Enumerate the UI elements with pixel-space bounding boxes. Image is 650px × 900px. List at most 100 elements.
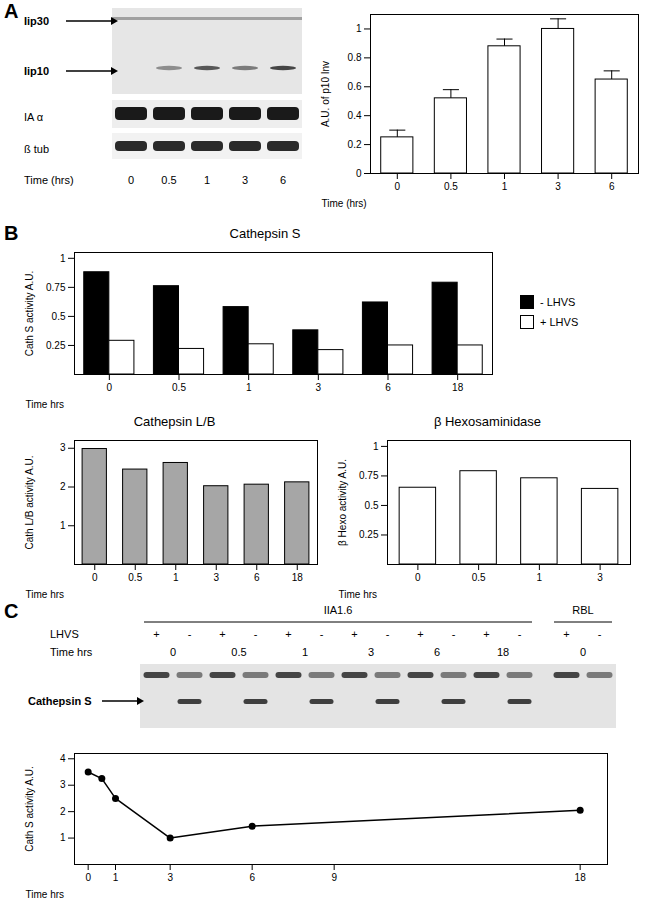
svg-text:0: 0 — [92, 572, 98, 583]
svg-text:1: 1 — [173, 572, 179, 583]
svg-text:-: - — [452, 628, 456, 640]
svg-text:0.4: 0.4 — [348, 110, 362, 121]
svg-text:+: + — [153, 628, 159, 640]
svg-text:1: 1 — [356, 23, 362, 34]
svg-text:Cath S activity A.U.: Cath S activity A.U. — [24, 271, 35, 357]
svg-text:+: + — [563, 628, 569, 640]
svg-text:IIA1.6: IIA1.6 — [324, 604, 353, 616]
svg-text:Cath L/B activity A.U.: Cath L/B activity A.U. — [24, 456, 35, 550]
svg-text:-: - — [254, 628, 258, 640]
svg-text:18: 18 — [452, 382, 464, 393]
html-text:A: A — [4, 0, 19, 22]
html-text:β Hexosaminidase: β Hexosaminidase — [433, 414, 542, 429]
svg-text:Time (hrs): Time (hrs) — [322, 198, 367, 209]
svg-text:0: 0 — [107, 382, 113, 393]
svg-text:0: 0 — [395, 181, 401, 192]
svg-text:3: 3 — [60, 442, 66, 453]
svg-text:Iip10: Iip10 — [24, 65, 49, 77]
svg-text:Time hrs: Time hrs — [50, 646, 93, 658]
svg-text:0.5: 0.5 — [472, 572, 486, 583]
svg-text:RBL: RBL — [572, 604, 593, 616]
svg-text:3: 3 — [60, 779, 66, 790]
svg-text:3: 3 — [213, 572, 219, 583]
svg-text:0: 0 — [356, 168, 362, 179]
svg-text:6: 6 — [385, 382, 391, 393]
svg-text:Cath S activity A.U.: Cath S activity A.U. — [24, 766, 35, 852]
svg-text:0: 0 — [85, 872, 91, 883]
svg-text:18: 18 — [575, 872, 587, 883]
html-text:B: B — [4, 222, 19, 244]
svg-text:1: 1 — [60, 832, 66, 843]
svg-text:6: 6 — [254, 572, 260, 583]
svg-text:1: 1 — [502, 181, 508, 192]
svg-text:ß tub: ß tub — [24, 143, 49, 155]
svg-text:0: 0 — [580, 646, 586, 658]
svg-text:Time hrs: Time hrs — [26, 589, 65, 600]
svg-text:6: 6 — [280, 174, 286, 186]
svg-text:0.5: 0.5 — [52, 311, 66, 322]
svg-text:0.5: 0.5 — [365, 500, 379, 511]
svg-text:+: + — [219, 628, 225, 640]
svg-text:A.U. of p10 Inv: A.U. of p10 Inv — [320, 61, 331, 127]
svg-text:3: 3 — [555, 181, 561, 192]
svg-text:Iip30: Iip30 — [24, 15, 49, 27]
svg-text:Time (hrs): Time (hrs) — [24, 174, 74, 186]
svg-text:0.75: 0.75 — [46, 282, 66, 293]
svg-text:0.5: 0.5 — [444, 181, 458, 192]
svg-text:3: 3 — [242, 174, 248, 186]
svg-text:3: 3 — [368, 646, 374, 658]
svg-text:0.75: 0.75 — [359, 470, 379, 481]
svg-text:-: - — [188, 628, 192, 640]
svg-text:3: 3 — [597, 572, 603, 583]
svg-text:1: 1 — [60, 253, 66, 264]
svg-text:0.5: 0.5 — [128, 572, 142, 583]
svg-text:-: - — [598, 628, 602, 640]
svg-text:1: 1 — [204, 174, 210, 186]
svg-text:0.5: 0.5 — [161, 174, 176, 186]
svg-text:0.8: 0.8 — [348, 52, 362, 63]
svg-text:+: + — [483, 628, 489, 640]
svg-text:Time hrs: Time hrs — [26, 889, 65, 900]
svg-text:-: - — [320, 628, 324, 640]
svg-text:Cathepsin S: Cathepsin S — [28, 695, 92, 707]
svg-text:3: 3 — [316, 382, 322, 393]
html-text:Cathepsin L/B: Cathepsin L/B — [133, 414, 216, 429]
svg-text:0: 0 — [128, 174, 134, 186]
svg-text:+: + — [417, 628, 423, 640]
svg-text:+: + — [285, 628, 291, 640]
svg-text:0.6: 0.6 — [348, 81, 362, 92]
svg-text:6: 6 — [609, 181, 615, 192]
svg-text:6: 6 — [434, 646, 440, 658]
svg-text:Time hrs: Time hrs — [26, 399, 65, 410]
html-text:C: C — [4, 600, 19, 622]
svg-text:-: - — [386, 628, 390, 640]
svg-text:0.25: 0.25 — [359, 529, 379, 540]
svg-text:1: 1 — [60, 520, 66, 531]
svg-text:0: 0 — [415, 572, 421, 583]
svg-text:9: 9 — [331, 872, 337, 883]
svg-text:1: 1 — [537, 572, 543, 583]
svg-text:0.5: 0.5 — [231, 646, 246, 658]
svg-text:2: 2 — [60, 481, 66, 492]
svg-text:0: 0 — [170, 646, 176, 658]
svg-text:1: 1 — [302, 646, 308, 658]
svg-text:0.2: 0.2 — [348, 139, 362, 150]
svg-text:1: 1 — [113, 872, 119, 883]
svg-text:2: 2 — [60, 806, 66, 817]
svg-text:+: + — [351, 628, 357, 640]
html-text:Cathepsin S: Cathepsin S — [229, 226, 301, 241]
svg-text:0.25: 0.25 — [46, 340, 66, 351]
svg-text:3: 3 — [167, 872, 173, 883]
svg-text:4: 4 — [60, 753, 66, 764]
svg-text:β Hexo activity A.U.: β Hexo activity A.U. — [337, 459, 348, 546]
svg-text:IA α: IA α — [24, 111, 44, 123]
svg-text:LHVS: LHVS — [50, 628, 79, 640]
svg-text:1: 1 — [246, 382, 252, 393]
svg-text:0.5: 0.5 — [172, 382, 186, 393]
svg-text:-: - — [518, 628, 522, 640]
svg-text:Time hrs: Time hrs — [339, 589, 378, 600]
svg-text:18: 18 — [292, 572, 304, 583]
svg-text:1: 1 — [373, 441, 379, 452]
svg-text:18: 18 — [497, 646, 509, 658]
svg-text:6: 6 — [249, 872, 255, 883]
